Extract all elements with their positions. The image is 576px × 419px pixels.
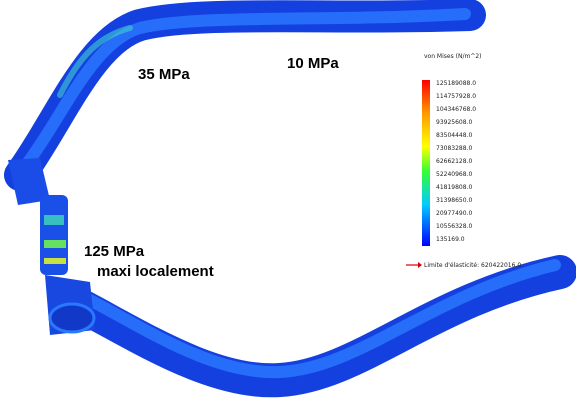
legend-label: 135169.0 <box>436 236 465 243</box>
legend-label: 93925608.0 <box>436 119 472 126</box>
tube-lower <box>53 255 576 398</box>
legend-label: 41819808.0 <box>436 184 472 191</box>
annotation: 35 MPa <box>138 66 190 83</box>
tube-upper <box>4 0 486 191</box>
annotation: 125 MPa <box>84 243 145 260</box>
legend-label: 31398650.0 <box>436 197 472 204</box>
yield-arrowhead <box>418 262 422 268</box>
annotation: maxi localement <box>97 263 214 280</box>
legend-label: 114757928.0 <box>436 93 476 100</box>
yield-limit: Limite d'élasticité: 620422016.0 <box>424 262 521 269</box>
joint <box>8 158 96 335</box>
legend-label: 83504448.0 <box>436 132 472 139</box>
legend-label: 104346768.0 <box>436 106 476 113</box>
legend: von Mises (N/m^2) 125189088.0 114757928.0… <box>406 53 521 269</box>
color-bar <box>422 80 430 246</box>
legend-label: 62662128.0 <box>436 158 472 165</box>
legend-label: 20977490.0 <box>436 210 472 217</box>
legend-label: 125189088.0 <box>436 80 476 87</box>
legend-label: 52240968.0 <box>436 171 472 178</box>
annotation: 10 MPa <box>287 55 339 72</box>
legend-labels: 125189088.0 114757928.0 104346768.0 9392560… <box>436 80 476 243</box>
legend-label: 73083288.0 <box>436 145 472 152</box>
legend-title: von Mises (N/m^2) <box>424 53 482 60</box>
legend-label: 10556328.0 <box>436 223 472 230</box>
